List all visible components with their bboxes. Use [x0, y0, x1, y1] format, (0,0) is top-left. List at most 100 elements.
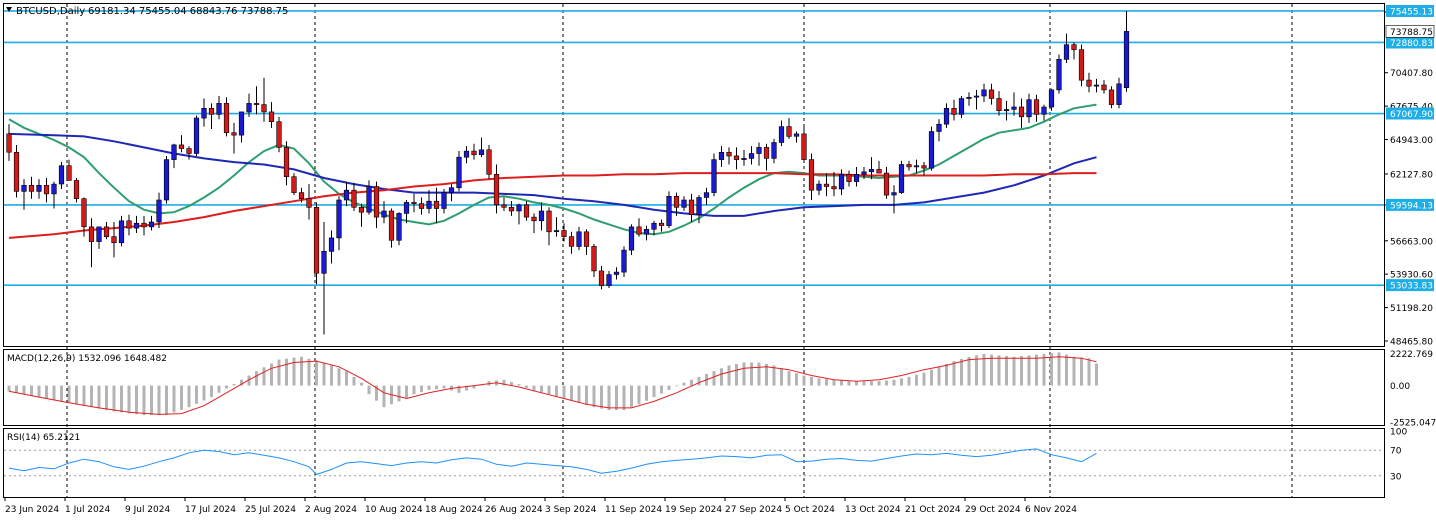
macd-histogram-bar: [855, 381, 858, 386]
candle-bearish: [801, 126, 807, 163]
candle-bullish: [913, 159, 920, 174]
level-price-tag: [1386, 279, 1434, 292]
candlesticks: [6, 10, 1130, 335]
symbol-dropdown-icon[interactable]: [6, 7, 12, 12]
macd-histogram-bar: [300, 356, 303, 386]
candle-bearish: [103, 221, 110, 240]
candle-body: [358, 207, 365, 213]
candle-bearish: [313, 202, 320, 285]
candle-body: [883, 172, 890, 196]
candle-bearish: [501, 197, 507, 211]
macd-histogram-bar: [225, 385, 228, 389]
candle-body: [13, 152, 20, 192]
price-tick-label: 53930.60: [1390, 271, 1433, 281]
candle-body: [21, 185, 27, 192]
macd-histogram-bar: [465, 385, 468, 391]
candle-bullish: [628, 224, 635, 255]
candle-body: [763, 147, 770, 159]
candle-bearish: [253, 86, 260, 115]
price-panel-frame: [3, 3, 1385, 347]
macd-histogram-bar: [960, 358, 963, 386]
candle-bearish: [1078, 44, 1085, 87]
macd-histogram-bar: [202, 385, 206, 401]
macd-histogram-bar: [22, 385, 26, 395]
candle-bullish: [606, 270, 612, 289]
candle-bullish: [966, 92, 972, 106]
candle-body: [591, 246, 597, 272]
macd-histogram-bar: [45, 385, 48, 399]
macd-histogram-bar: [570, 385, 573, 401]
candle-bullish: [1048, 88, 1055, 111]
macd-histogram-bar: [510, 382, 513, 386]
macd-histogram-bar: [937, 366, 941, 386]
candle-bullish: [613, 267, 620, 280]
date-tick-label: 19 Sep 2024: [665, 505, 722, 515]
date-tick-label: 5 Oct 2024: [785, 505, 835, 515]
candle-bearish: [88, 218, 95, 268]
candle-bullish: [238, 111, 245, 143]
candle-bearish: [493, 164, 500, 214]
candle-body: [523, 204, 530, 218]
candle-bullish: [696, 195, 702, 224]
candle-body: [943, 108, 950, 125]
macd-histogram-bar: [600, 385, 603, 409]
candle-body: [756, 147, 762, 154]
candle-bearish: [81, 197, 87, 237]
candle-bearish: [876, 160, 882, 174]
macd-histogram-bar: [712, 371, 716, 386]
candle-body: [816, 183, 822, 191]
candle-body: [793, 133, 800, 137]
candle-bearish: [831, 171, 837, 197]
macd-histogram-bar: [675, 385, 678, 387]
candle-bullish: [868, 157, 875, 180]
candle-body: [666, 196, 672, 226]
date-tick-label: 3 Sep 2024: [545, 505, 597, 515]
candle-bullish: [58, 162, 65, 189]
candle-bearish: [846, 170, 852, 187]
date-tick-label: 13 Oct 2024: [845, 505, 901, 515]
candle-bullish: [463, 146, 470, 164]
candle-body: [831, 186, 837, 190]
level-price-label: 75455.13: [1390, 8, 1433, 18]
candle-body: [1018, 106, 1025, 118]
rsi-line: [8, 448, 1097, 476]
candle-body: [651, 222, 657, 230]
candle-bearish: [726, 147, 732, 165]
candle-body: [1116, 83, 1122, 105]
candle-body: [846, 174, 852, 182]
macd-histogram-bar: [825, 379, 828, 386]
candle-bullish: [51, 181, 57, 209]
candle-bullish: [928, 126, 935, 171]
date-axis: 23 Jun 2024 1 Jul 2024 9 Jul 2024 17 Jul 20…: [4, 497, 1077, 515]
candle-body: [433, 200, 440, 209]
candle-body: [1123, 31, 1130, 88]
candle-bearish: [186, 146, 192, 160]
macd-histogram-bar: [765, 364, 768, 386]
macd-histogram-bar: [240, 379, 243, 386]
candle-body: [973, 95, 980, 98]
macd-histogram-bar: [930, 369, 933, 386]
price-tick-label: 56663.00: [1390, 237, 1433, 247]
macd-histogram-bar: [270, 363, 273, 386]
candle-bullish: [666, 191, 672, 229]
candle-body: [771, 142, 777, 159]
candle-body: [786, 126, 792, 137]
candle-body: [261, 104, 267, 113]
current-price-label: 73788.75: [1390, 28, 1433, 38]
macd-histogram-bar: [862, 381, 866, 386]
macd-histogram-bar: [907, 376, 911, 386]
candle-bullish: [958, 96, 965, 119]
candle-bearish: [996, 91, 1002, 116]
moving-average-line: [8, 132, 1097, 217]
candle-body: [193, 117, 200, 154]
candle-body: [628, 226, 635, 251]
candle-body: [1026, 99, 1032, 118]
candle-bearish: [66, 159, 72, 181]
macd-histogram-bar: [750, 362, 753, 386]
candle-bullish: [891, 185, 897, 214]
candle-body: [951, 108, 957, 115]
macd-histogram-bar: [847, 381, 851, 386]
macd-histogram-bar: [1080, 357, 1083, 386]
candle-body: [913, 165, 920, 168]
